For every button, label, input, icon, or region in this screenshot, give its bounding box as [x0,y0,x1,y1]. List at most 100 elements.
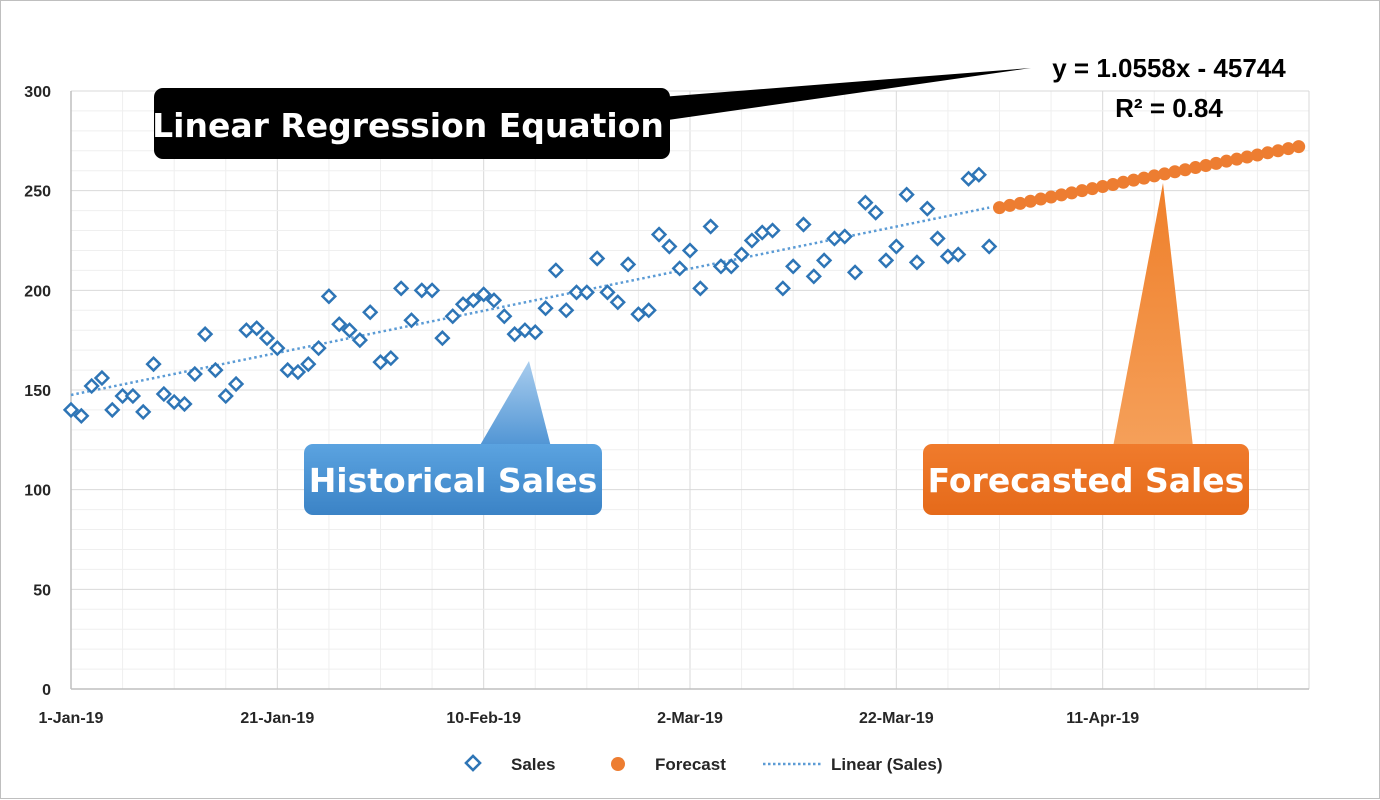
trendline-equation: y = 1.0558x - 45744 [1052,53,1286,83]
forecast-point [1240,150,1254,164]
equation-callout-box [154,88,670,159]
sales-point [702,218,719,235]
x-tick-label: 21-Jan-19 [240,710,314,727]
forecast-point [1106,177,1120,191]
forecast-point [1075,184,1089,198]
sales-point [300,355,317,373]
forecast-callout-pointer [1113,183,1193,447]
sales-point [485,292,503,309]
forecast-point [1096,179,1110,193]
equation-callout-pointer [661,68,1031,121]
trendline-r-squared: R² = 0.84 [1115,93,1223,123]
legend-sales-marker [464,754,482,772]
sales-point [217,387,234,405]
sales-point [733,246,750,263]
sales-point [815,252,833,269]
y-tick-label: 250 [24,184,51,201]
sales-point [650,226,668,243]
forecast-point [1003,198,1017,212]
sales-point [155,385,172,403]
sales-point [558,302,575,319]
forecast-series [993,140,1306,215]
y-tick-label: 50 [33,582,51,599]
legend-linear-label: Linear (Sales) [831,755,943,774]
x-tick-label: 22-Mar-19 [859,710,934,727]
sales-point [444,308,461,325]
legend-item-linear: Linear (Sales) [763,755,943,774]
sales-point [475,286,492,303]
forecast-point [1044,190,1058,204]
sales-point [589,250,606,267]
forecast-point [1250,148,1264,162]
forecast-point [1271,144,1285,158]
sales-point [351,332,368,349]
sales-point [258,330,276,347]
sales-point [764,222,781,239]
y-tick-label: 300 [24,84,51,101]
forecast-point [1137,171,1151,185]
trendline [70,206,990,397]
legend-forecast-marker [611,757,625,771]
sales-point [516,322,534,339]
sales-point [423,282,441,299]
forecast-point [1209,156,1223,170]
forecast-point [1147,169,1161,183]
sales-point [465,292,482,309]
forecast-point [1065,186,1079,200]
sales-point [166,393,183,411]
historical-callout-box [304,444,602,515]
x-tick-label: 11-Apr-19 [1066,710,1139,727]
sales-point [908,254,926,271]
sales-point [795,216,812,233]
sales-point [238,322,255,339]
sales-point [496,308,513,325]
historical-callout-pointer [479,361,551,447]
sales-point [723,258,740,275]
sales-point [93,369,111,387]
sales-point [774,280,791,297]
sales-point [846,264,864,281]
legend-item-sales: Sales [464,754,555,774]
sales-point [114,387,131,405]
sales-point [537,300,554,317]
forecast-point [1189,161,1203,175]
sales-point [403,312,420,329]
forecast-point [1013,196,1027,210]
sales-point [661,238,678,255]
sales-point [888,238,905,255]
forecast-point [1292,140,1306,154]
sales-point [671,260,688,277]
forecast-point [1219,154,1233,168]
sales-point [145,355,162,373]
sales-point [269,340,286,357]
sales-point [578,284,595,301]
x-tick-labels: 1-Jan-19 21-Jan-19 10-Feb-19 2-Mar-19 22-Mar… [39,710,1140,727]
sales-point [743,232,761,249]
sales-point [836,228,853,245]
sales-point [227,375,245,393]
legend: Sales Forecast Linear (Sales) [464,754,943,774]
forecast-point [1116,175,1130,189]
forecast-callout-label: Forecasted Sales [928,461,1245,500]
sales-point [785,258,802,275]
sales-point [826,230,843,247]
sales-point [547,262,565,279]
forecast-point [1085,182,1099,196]
forecast-point [1054,188,1068,202]
y-tick-label: 0 [42,682,51,699]
sales-point [692,280,709,297]
y-tick-labels: 0 50 100 150 200 250 300 [24,84,51,699]
sales-point [919,200,936,217]
sales-point [609,294,626,311]
sales-series [62,166,998,425]
sales-point [805,268,822,285]
sales-point [331,316,348,333]
sales-point [341,322,358,339]
sales-point [310,340,327,357]
sales-point [413,282,430,299]
sales-point [877,252,895,269]
forecast-point [1158,167,1172,181]
sales-point [62,401,80,419]
